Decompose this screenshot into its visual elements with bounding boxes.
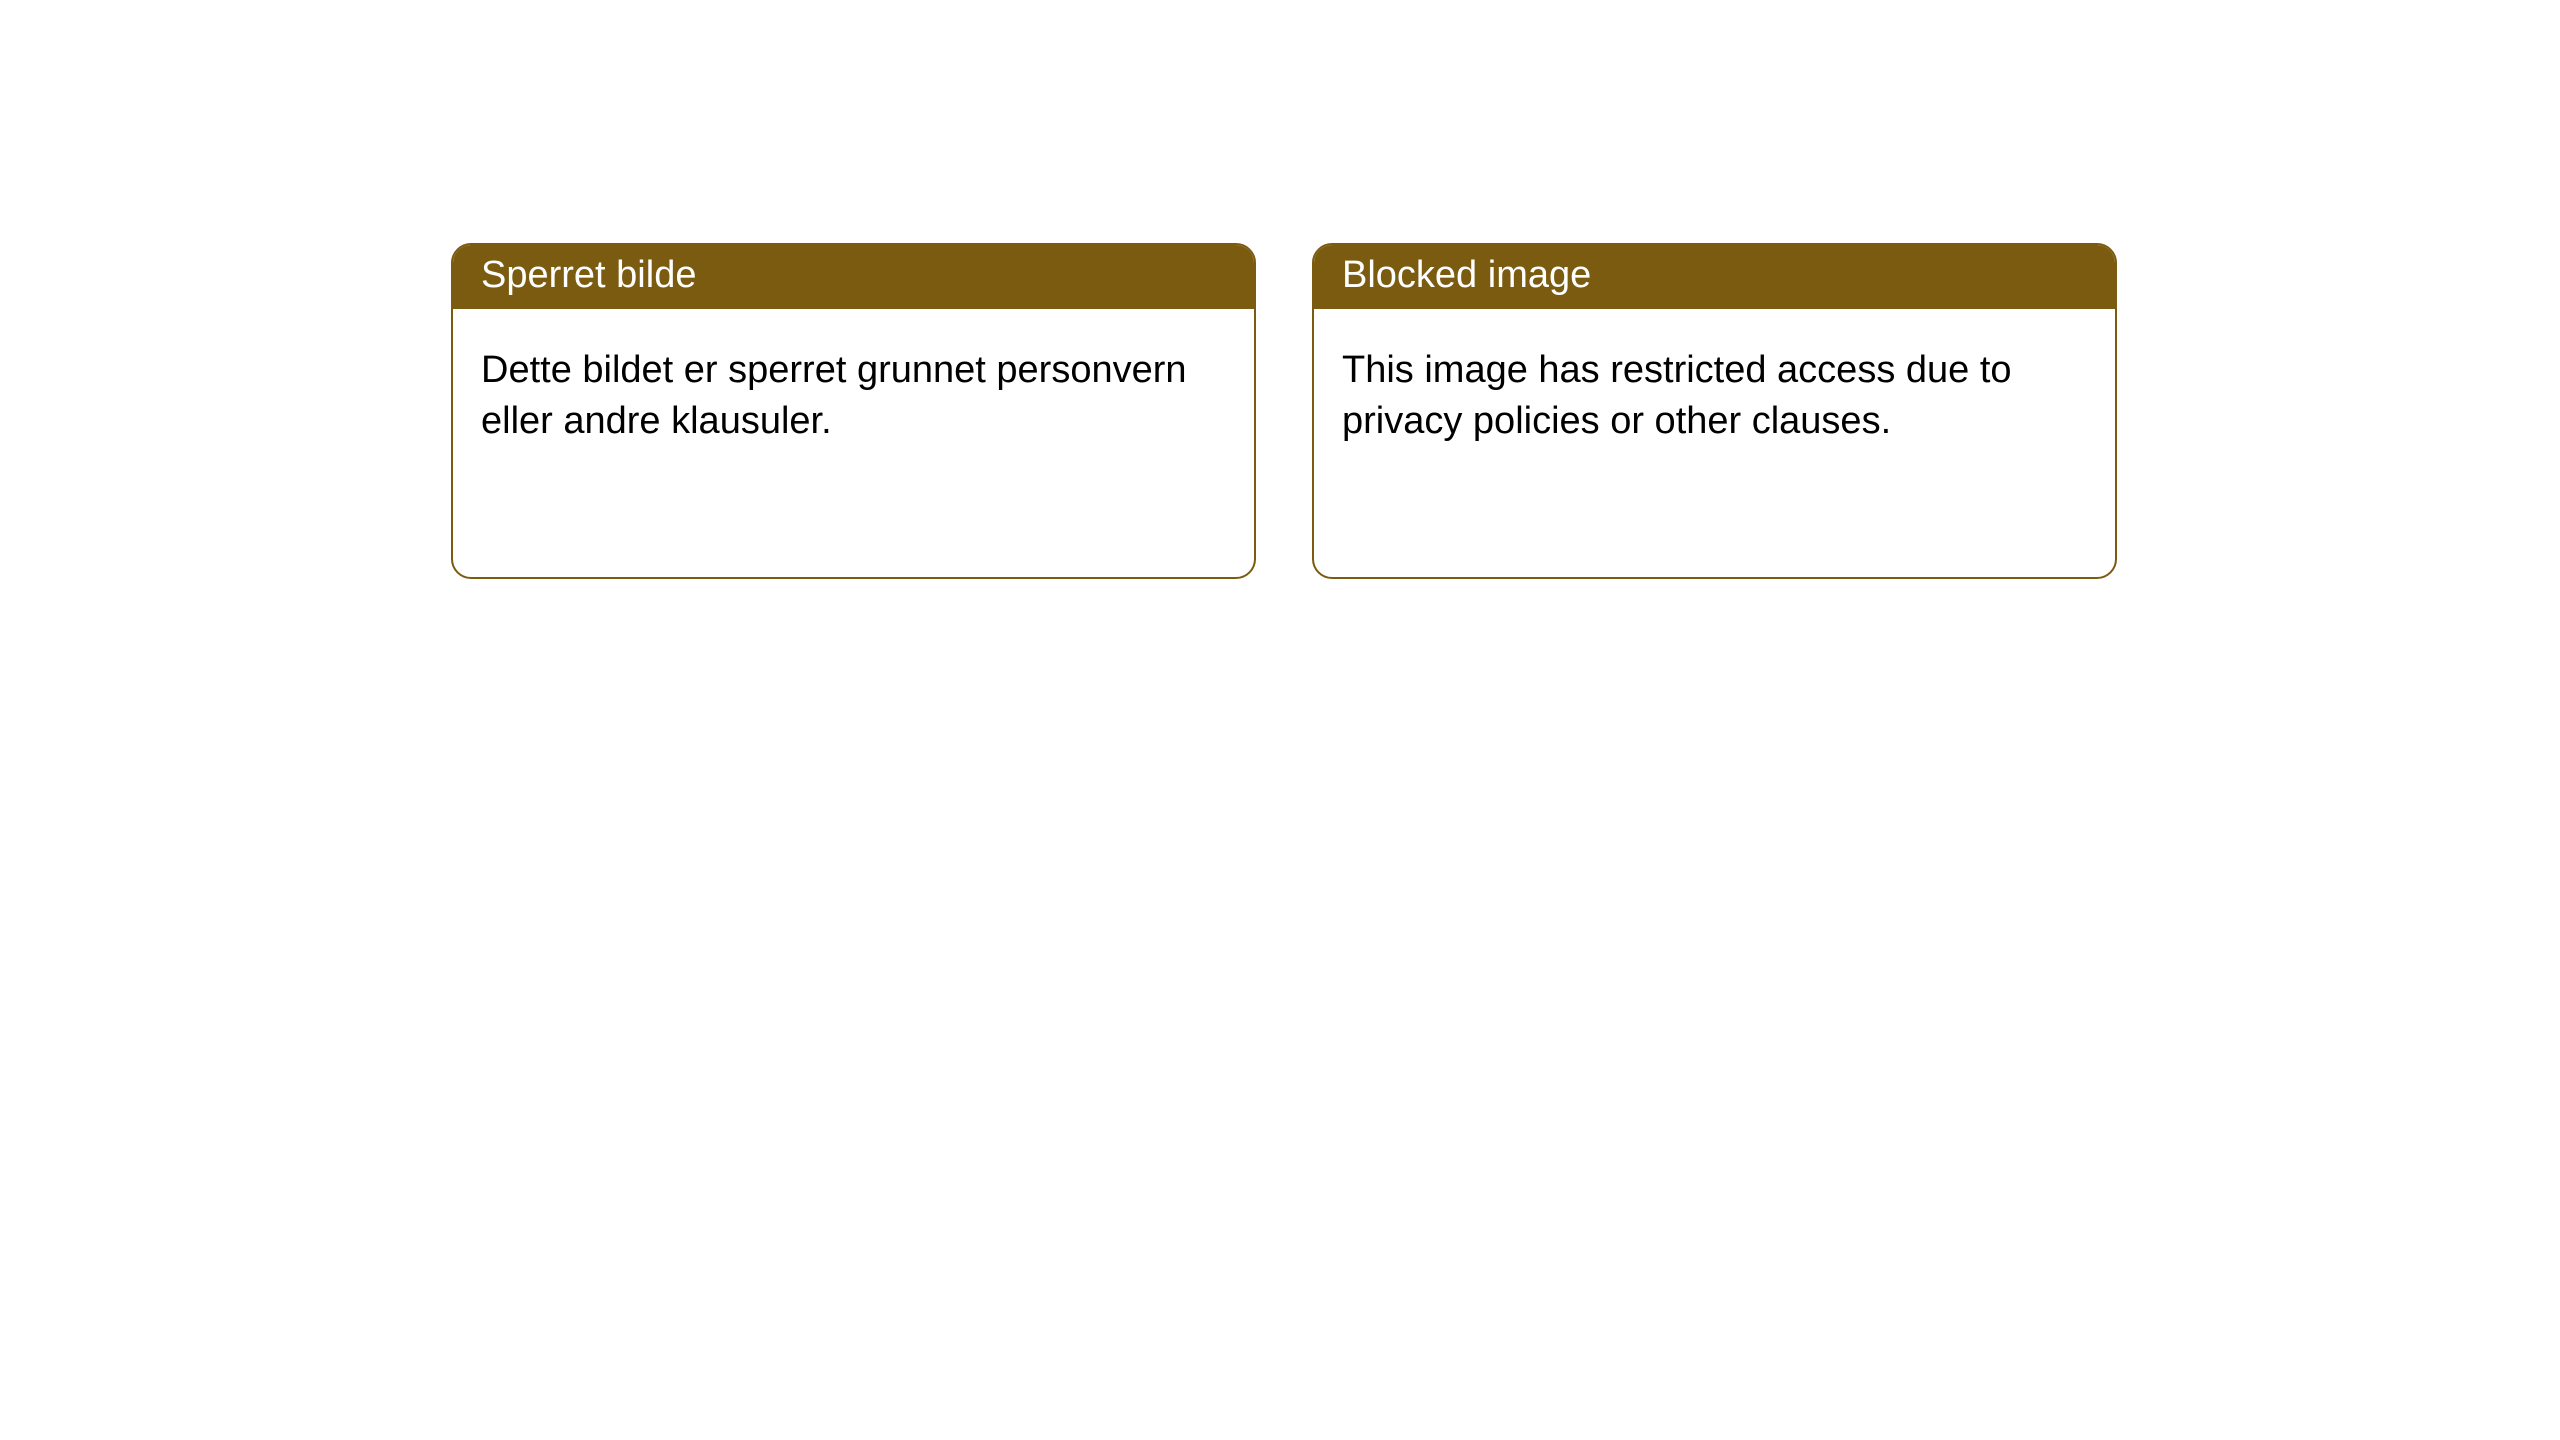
notice-container: Sperret bilde Dette bildet er sperret gr…: [0, 0, 2560, 579]
card-title: Blocked image: [1314, 245, 2115, 309]
blocked-image-card-en: Blocked image This image has restricted …: [1312, 243, 2117, 579]
card-title: Sperret bilde: [453, 245, 1254, 309]
card-body-text: Dette bildet er sperret grunnet personve…: [453, 309, 1254, 484]
card-body-text: This image has restricted access due to …: [1314, 309, 2115, 484]
blocked-image-card-no: Sperret bilde Dette bildet er sperret gr…: [451, 243, 1256, 579]
